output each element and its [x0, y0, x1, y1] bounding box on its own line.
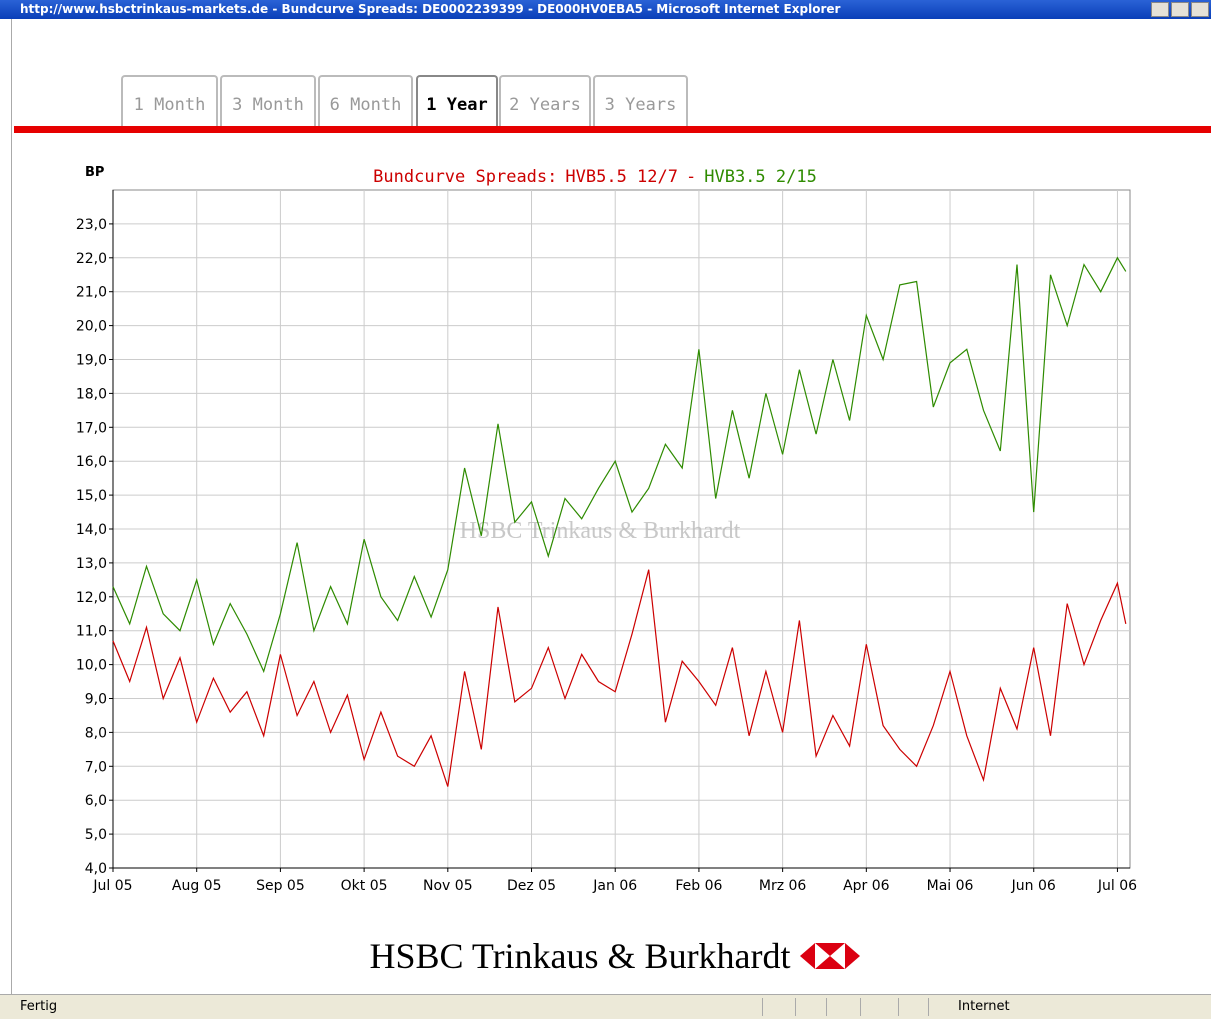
x-tick-label: Jul 05 — [92, 878, 132, 894]
chart-title: Bundcurve Spreads: HVB5.5 12/7- HVB3.5 2/1… — [373, 167, 817, 187]
y-tick-label: 5,0 — [85, 827, 107, 843]
tab-underline — [14, 126, 1211, 133]
divider — [795, 998, 796, 1016]
y-tick-label: 20,0 — [76, 319, 107, 335]
x-tick-label: Jun 06 — [1011, 878, 1056, 894]
x-tick-label: Apr 06 — [843, 878, 890, 894]
tab[interactable]: 1 Month — [121, 75, 218, 127]
tab[interactable]: 2 Years — [499, 75, 591, 127]
status-bar: Fertig Internet — [0, 994, 1211, 1019]
logo-icon — [800, 943, 860, 969]
y-tick-label: 18,0 — [76, 386, 107, 402]
y-tick-label: 17,0 — [76, 420, 107, 436]
watermark: HSBC Trinkaus & Burkhardt — [460, 518, 741, 544]
divider — [928, 998, 929, 1016]
x-tick-label: Jul 06 — [1097, 878, 1137, 894]
minimize[interactable] — [1151, 2, 1169, 17]
tab-bar: 1 Month 3 Month 6 Month 1 Year 2 Years 3 Year… — [0, 19, 1211, 139]
y-tick-label: 16,0 — [76, 454, 107, 470]
title-part: - — [686, 167, 696, 187]
y-tick-label: 22,0 — [76, 251, 107, 267]
frame — [0, 19, 12, 994]
divider — [826, 998, 827, 1016]
y-tick-label: 10,0 — [76, 658, 107, 674]
y-tick-label: 13,0 — [76, 556, 107, 572]
tab[interactable]: 3 Years — [593, 75, 688, 127]
y-tick-label: 21,0 — [76, 285, 107, 301]
y-tick-label: 6,0 — [85, 793, 107, 809]
y-tick-label: 8,0 — [85, 725, 107, 741]
y-tick-label: 14,0 — [76, 522, 107, 538]
x-tick-label: Mrz 06 — [759, 878, 807, 894]
logo-white — [815, 943, 830, 969]
logo-text: HSBC Trinkaus & Burkhardt — [369, 936, 790, 976]
window-title: http://www.hsbctrinkaus-markets.de - Bun… — [20, 2, 841, 16]
y-tick-label: 11,0 — [76, 624, 107, 640]
y-tick-label: 23,0 — [76, 217, 107, 233]
title-part: HVB3.5 2/15 — [704, 167, 817, 187]
logo-white — [830, 943, 845, 969]
zone-text: Internet — [958, 999, 1010, 1014]
y-tick-label: 7,0 — [85, 759, 107, 775]
tab[interactable]: 3 Month — [220, 75, 316, 127]
series-line — [112, 569, 1127, 787]
status-text: Fertig — [20, 999, 58, 1014]
y-axis-label: BP — [85, 165, 104, 180]
close[interactable] — [1191, 2, 1209, 17]
tab[interactable]: 6 Month — [318, 75, 413, 127]
tab[interactable]: 1 Year — [416, 75, 498, 133]
x-tick-label: Jan 06 — [592, 878, 637, 894]
y-tick-label: 9,0 — [85, 692, 107, 708]
divider — [898, 998, 899, 1016]
x-tick-label: Dez 05 — [507, 878, 556, 894]
title-part: HVB5.5 12/7 — [565, 167, 678, 187]
series-line — [112, 256, 1127, 674]
x-tick-label: Sep 05 — [256, 878, 305, 894]
y-tick-label: 19,0 — [76, 353, 107, 369]
y-tick-label: 4,0 — [85, 861, 107, 877]
y-tick-label: 12,0 — [76, 590, 107, 606]
title-part: Bundcurve Spreads: — [373, 167, 557, 187]
divider — [762, 998, 763, 1016]
x-tick-label: Feb 06 — [675, 878, 722, 894]
window-controls — [1149, 2, 1211, 17]
x-tick-label: Aug 05 — [172, 878, 222, 894]
maximize[interactable] — [1171, 2, 1189, 17]
x-tick-label: Okt 05 — [341, 878, 388, 894]
x-tick-label: Mai 06 — [927, 878, 974, 894]
y-tick-label: 15,0 — [76, 488, 107, 504]
title-bar: http://www.hsbctrinkaus-markets.de - Bun… — [0, 0, 1211, 19]
chart: 4,0 5,0 6,0 7,0 8,0 9,0 10,0 11,0 12,0 13,0 14,0 15… — [76, 165, 1137, 976]
divider — [860, 998, 861, 1016]
x-tick-label: Nov 05 — [423, 878, 473, 894]
